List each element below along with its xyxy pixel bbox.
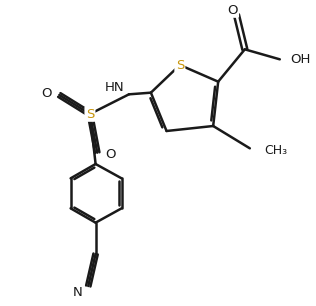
Text: O: O	[41, 87, 51, 99]
Text: S: S	[176, 58, 184, 72]
Text: O: O	[105, 148, 116, 161]
Text: S: S	[86, 107, 94, 121]
Text: HN: HN	[104, 81, 124, 94]
Text: N: N	[73, 285, 82, 298]
Text: OH: OH	[290, 53, 310, 66]
Text: CH₃: CH₃	[264, 144, 287, 157]
Text: O: O	[227, 3, 238, 17]
